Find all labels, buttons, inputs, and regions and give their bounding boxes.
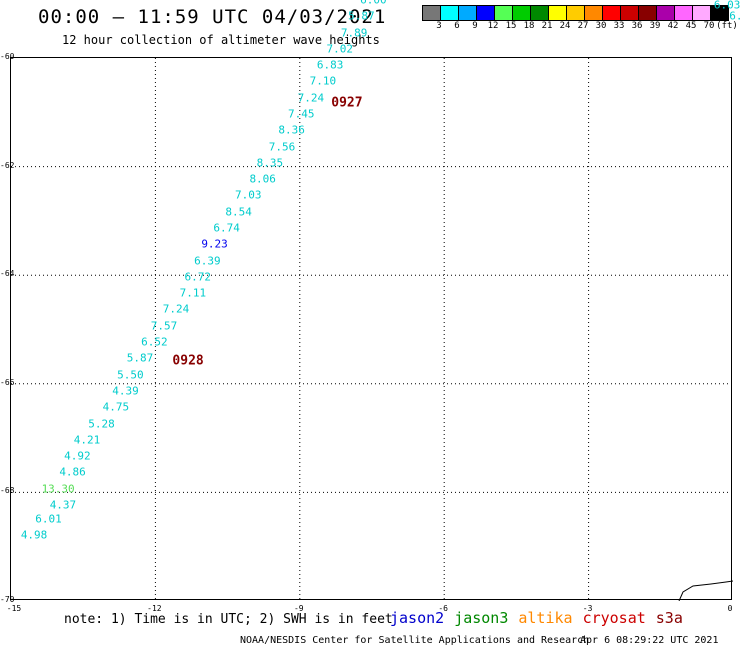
pass-time-label: 0928 [172, 353, 204, 369]
pass-time-label: 0927 [331, 95, 363, 111]
colorbar-label: 42 [667, 21, 679, 31]
wave-height-label: 5.87 [126, 351, 154, 365]
wave-height-label: 6.00 [360, 0, 387, 7]
wave-height-label: 5.87 [348, 9, 375, 23]
wave-height-label: 5.28 [88, 417, 115, 431]
coastline [678, 580, 733, 601]
colorbar-swatch [585, 6, 603, 20]
wave-height-label: 4.92 [64, 449, 91, 463]
colorbar-swatch [459, 6, 477, 20]
wave-height-label: 7.24 [297, 91, 325, 105]
wave-height-label: 7.03 [235, 188, 262, 202]
wave-height-label: 7.02 [326, 42, 353, 56]
wave-height-label: 7.56 [268, 140, 296, 154]
page-title: 00:00 — 11:59 UTC 04/03/2021 [38, 6, 387, 28]
legend-entry-altika: altika [518, 609, 573, 627]
wave-height-label: 6.52 [141, 335, 168, 349]
wave-height-label: 6.74 [213, 221, 240, 235]
x-tick-label: 0 [727, 604, 733, 613]
colorbar-swatch [711, 6, 728, 20]
legend-entry-cryosat: cryosat [582, 609, 646, 627]
colorbar-label: 21 [541, 21, 553, 31]
colorbar-swatch [675, 6, 693, 20]
wave-height-label: 4.75 [102, 400, 130, 414]
wave-height-label: 8.36 [278, 123, 305, 137]
wave-height-label: 6.72 [184, 270, 211, 284]
colorbar-label: 24 [559, 21, 571, 31]
colorbar-swatch [603, 6, 621, 20]
y-tick-label: -66 [0, 377, 15, 387]
colorbar-swatch [567, 6, 585, 20]
colorbar-label: 15 [505, 21, 517, 31]
legend-entry-jason2: jason2 [390, 609, 445, 627]
colorbar-label: 36 [631, 21, 643, 31]
colorbar-swatch [423, 6, 441, 20]
x-tick-label: -9 [293, 604, 304, 613]
wave-height-label: 6.1 [729, 9, 740, 23]
colorbar-label: 39 [649, 21, 661, 31]
wave-height-label: 8.35 [256, 156, 284, 170]
wave-height-label: 4.86 [59, 465, 86, 479]
wave-height-label: 6.01 [35, 512, 62, 526]
wave-height-label: 7.89 [340, 26, 368, 40]
y-tick-label: -60 [0, 52, 15, 61]
colorbar-swatch [441, 6, 459, 20]
colorbar-swatch [495, 6, 513, 20]
colorbar-swatch [657, 6, 675, 20]
colorbar-swatch [639, 6, 657, 20]
wave-height-label: 6.83 [316, 58, 344, 72]
legend-entry-s3a: s3a [655, 609, 683, 627]
colorbar-label: 30 [595, 21, 607, 31]
x-tick-label: -3 [582, 604, 593, 613]
y-tick-label: -68 [0, 486, 15, 496]
x-tick-label: -12 [147, 604, 162, 613]
x-tick-label: -6 [438, 604, 449, 613]
y-tick-label: -62 [0, 160, 15, 170]
colorbar-label: 27 [577, 21, 589, 31]
wave-height-label: 4.98 [20, 528, 48, 542]
colorbar-swatch [477, 6, 495, 20]
colorbar-label: 9 [472, 21, 478, 31]
map-plot-area [10, 57, 733, 601]
colorbar-swatch [693, 6, 711, 20]
wave-height-label: 7.57 [150, 319, 178, 333]
wave-height-label: 7.45 [287, 107, 315, 121]
colorbar-swatch [549, 6, 567, 20]
x-tick-label: -15 [6, 604, 22, 613]
y-tick-label: -64 [0, 269, 15, 279]
y-tick-label: -70 [0, 595, 15, 604]
wave-height-label: 8.54 [225, 205, 252, 219]
wave-height-label: 7.24 [162, 302, 190, 316]
wave-height-label: 13.30 [41, 482, 75, 496]
generated-timestamp: Apr 6 08:29:22 UTC 2021 [580, 635, 719, 646]
wave-height-label: 8.06 [249, 172, 276, 186]
subtitle: 12 hour collection of altimeter wave hei… [62, 33, 380, 47]
colorbar-label: 12 [487, 21, 499, 31]
footnote: note: 1) Time is in UTC; 2) SWH is in fe… [64, 612, 393, 627]
wave-height-label: 6.03 [713, 0, 740, 12]
colorbar-swatch [621, 6, 639, 20]
satellite-legend: jason2 jason3 altika cryosat s3a [390, 609, 693, 627]
wave-height-label: 4.37 [49, 498, 77, 512]
colorbar-swatch [531, 6, 549, 20]
colorbar-label: 70 [703, 21, 715, 31]
wave-height-label: 7.11 [179, 286, 207, 300]
colorbar-swatch [513, 6, 531, 20]
wave-height-label: 5.50 [117, 368, 144, 382]
colorbar-label: 6 [454, 21, 460, 31]
wave-height-label: 4.21 [73, 433, 101, 447]
colorbar-label: 33 [613, 21, 625, 31]
map-grid [11, 58, 733, 601]
colorbar-label: 45 [685, 21, 697, 31]
colorbar-label: 3 [436, 21, 442, 31]
wave-height-label: 4.39 [112, 384, 139, 398]
colorbar [422, 5, 729, 21]
colorbar-label: (ft) [716, 21, 738, 31]
wave-height-label: 9.23 [201, 237, 228, 251]
wave-height-label: 7.10 [309, 74, 337, 88]
wave-height-label: 6.39 [194, 254, 221, 268]
credit-text: NOAA/NESDIS Center for Satellite Applica… [240, 635, 590, 646]
legend-entry-jason3: jason3 [454, 609, 509, 627]
colorbar-label: 18 [523, 21, 535, 31]
